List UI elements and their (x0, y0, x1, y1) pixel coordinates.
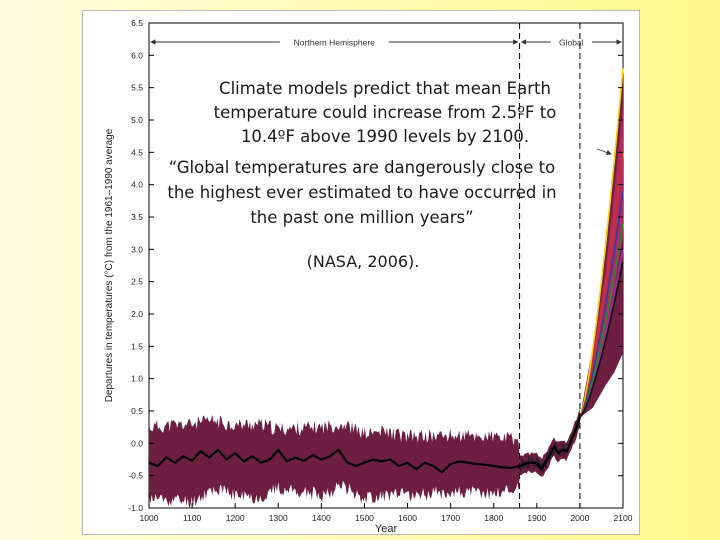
smoothed-temperature-line (148, 417, 581, 474)
x-tick-label-10: 2000 (570, 513, 589, 523)
temperature-chart: Northern Hemisphere Global -1.0 -0.5 0.0 0.5 1… (104, 18, 633, 534)
slide-frame: Northern Hemisphere Global -1.0 -0.5 0.0 0.5 1… (82, 10, 640, 535)
y-tick-label-8: 3.0 (131, 244, 143, 254)
x-tick-label-6: 1600 (398, 513, 417, 523)
x-tick-label-4: 1400 (312, 513, 331, 523)
projection-pointer-arrow (596, 148, 612, 156)
y-tick-label-9: 3.5 (131, 212, 143, 222)
y-tick-label-13: 5.5 (131, 83, 143, 93)
x-tick-label-5: 1500 (355, 513, 374, 523)
y-tick-label-14: 6.0 (131, 50, 143, 60)
y-tick-label-1: -0.5 (128, 471, 143, 481)
y-tick-label-4: 1.0 (131, 374, 143, 384)
x-tick-label-2: 1200 (226, 513, 245, 523)
x-tick-label-3: 1300 (269, 513, 288, 523)
x-tick-label-1: 1100 (183, 513, 202, 523)
uncertainty-band (149, 408, 580, 508)
y-tick-label-2: 0.0 (131, 438, 143, 448)
scenario-line-1 (579, 68, 624, 418)
x-tick-label-7: 1700 (441, 513, 460, 523)
region-label-2: Global (559, 38, 584, 48)
y-tick-label-6: 2.0 (131, 309, 143, 319)
y-tick-label-5: 1.5 (131, 341, 143, 351)
y-tick-label-7: 2.5 (131, 277, 143, 287)
projection-core (579, 105, 623, 418)
x-axis-label: Year (375, 523, 398, 534)
y-tick-label-15: 6.5 (131, 18, 143, 28)
y-tick-label-10: 4.0 (131, 180, 143, 190)
nasa-quote: “Global temperatures are dangerously clo… (167, 158, 557, 227)
x-tick-label-9: 1900 (527, 513, 546, 523)
model-prediction-text: Climate models predict that mean Earth t… (213, 79, 557, 146)
x-tick-label-8: 1800 (484, 513, 503, 523)
y-tick-label-11: 4.5 (131, 147, 143, 157)
scenario-line-6 (579, 262, 624, 418)
scenario-line-3 (579, 190, 624, 418)
citation-text: (NASA, 2006). (306, 252, 420, 271)
scenario-line-2 (579, 152, 624, 418)
y-tick-label-0: -1.0 (128, 503, 143, 513)
y-tick-label-3: 0.5 (131, 406, 143, 416)
region-label-1: Northern Hemisphere (294, 38, 376, 48)
projection-envelope (579, 61, 623, 418)
x-tick-label-0: 1000 (140, 513, 159, 523)
y-tick-label-12: 5.0 (131, 115, 143, 125)
y-axis-label: Departures in temperatures (°C) from the… (104, 128, 115, 402)
x-tick-label-11: 2100 (614, 513, 633, 523)
